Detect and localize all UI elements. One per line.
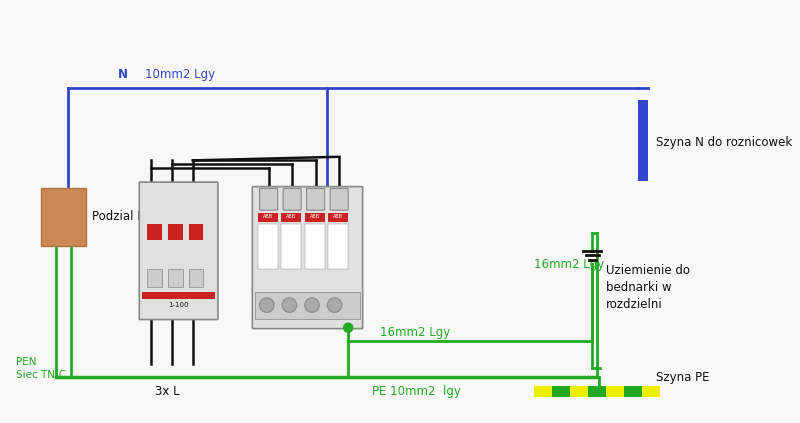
Bar	[305, 213, 325, 222]
Text: 1-100: 1-100	[168, 302, 189, 308]
Bar	[282, 224, 301, 269]
FancyBboxPatch shape	[330, 188, 348, 210]
FancyBboxPatch shape	[252, 187, 362, 329]
Circle shape	[344, 323, 353, 332]
Bar	[255, 291, 360, 319]
Bar	[305, 224, 325, 269]
Bar	[258, 213, 278, 222]
Bar	[328, 224, 348, 269]
Bar	[552, 387, 570, 397]
Bar	[168, 269, 182, 287]
Text: Szyna PE: Szyna PE	[656, 371, 709, 384]
Bar	[624, 387, 642, 397]
Text: ABB: ABB	[262, 214, 273, 219]
Bar	[168, 224, 182, 240]
Bar	[588, 387, 606, 397]
Circle shape	[327, 298, 342, 312]
Text: ABB: ABB	[333, 214, 343, 219]
Bar	[147, 269, 162, 287]
FancyBboxPatch shape	[139, 182, 218, 319]
Bar	[41, 187, 86, 246]
Text: N: N	[118, 68, 127, 81]
Text: PE 10mm2  lgy: PE 10mm2 lgy	[371, 385, 461, 398]
Text: 3x L: 3x L	[155, 385, 180, 398]
Text: 16mm2 Lgy: 16mm2 Lgy	[380, 326, 450, 339]
Bar	[189, 224, 203, 240]
Bar	[534, 387, 552, 397]
Text: ABB: ABB	[310, 214, 320, 219]
Text: 10mm2 Lgy: 10mm2 Lgy	[145, 68, 215, 81]
FancyBboxPatch shape	[259, 188, 278, 210]
FancyBboxPatch shape	[283, 188, 301, 210]
Circle shape	[305, 298, 319, 312]
FancyBboxPatch shape	[306, 188, 325, 210]
Text: Szyna N do roznicowek: Szyna N do roznicowek	[656, 136, 792, 149]
Bar	[570, 387, 588, 397]
Bar	[142, 291, 215, 299]
Bar	[147, 224, 162, 240]
Text: PEN
Siec TN-C: PEN Siec TN-C	[16, 357, 66, 380]
Bar	[606, 387, 624, 397]
Text: ABB: ABB	[286, 214, 296, 219]
Text: 16mm2 Lgy: 16mm2 Lgy	[534, 258, 604, 271]
Bar	[258, 224, 278, 269]
Bar	[642, 387, 660, 397]
Text: Uziemienie do
bednarki w
rozdzielni: Uziemienie do bednarki w rozdzielni	[606, 264, 690, 311]
Circle shape	[282, 298, 297, 312]
Bar	[328, 213, 348, 222]
Circle shape	[259, 298, 274, 312]
Bar	[189, 269, 203, 287]
Text: Podzial PEN: Podzial PEN	[92, 210, 161, 223]
Bar	[282, 213, 301, 222]
Bar	[638, 100, 649, 181]
